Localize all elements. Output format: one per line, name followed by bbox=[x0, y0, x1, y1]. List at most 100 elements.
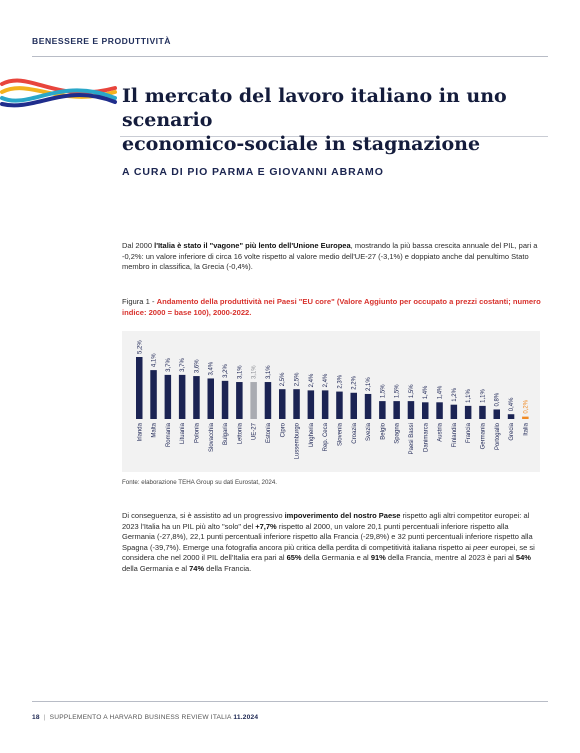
body-italic-1: peer bbox=[473, 542, 489, 552]
category-label-bulgaria: Bulgaria bbox=[223, 422, 229, 445]
intro-bold-1: l'Italia è stato il "vagone" più lento d… bbox=[154, 241, 351, 250]
category-label-germania: Germania bbox=[480, 422, 486, 449]
intro-paragraph: Dal 2000 l'Italia è stato il "vagone" pi… bbox=[122, 241, 540, 273]
footer-separator: | bbox=[43, 714, 46, 721]
body-text-7: della Germania e al bbox=[122, 563, 190, 573]
value-label-finlandia: 1,2% bbox=[452, 387, 458, 401]
category-label-svezia: Svezia bbox=[366, 422, 372, 441]
value-label-portogallo: 0,8% bbox=[495, 392, 501, 406]
page-number: 18 bbox=[32, 714, 40, 721]
article-title: Il mercato del lavoro italiano in uno sc… bbox=[122, 84, 562, 156]
bar-polonia bbox=[193, 376, 200, 419]
value-label-lettonia: 3,1% bbox=[237, 365, 243, 379]
productivity-bar-chart: 5,2% Irlanda 4,1% Malta 3,7% Romania 3,7% Litua… bbox=[122, 331, 540, 472]
category-label-estonia: Estonia bbox=[266, 422, 272, 443]
body-text-2: rispetto agli altri competitor europei: … bbox=[122, 511, 530, 531]
value-label-italia: 0,2% bbox=[523, 399, 529, 413]
value-label-estonia: 3,1% bbox=[266, 365, 272, 379]
chart-canvas: 5,2% Irlanda 4,1% Malta 3,7% Romania 3,7% Litua… bbox=[136, 340, 529, 459]
bar-slovenia bbox=[336, 391, 343, 419]
body-text-1: Di conseguenza, si è assistito ad un pro… bbox=[122, 511, 285, 520]
title-divider bbox=[120, 136, 548, 137]
category-label-lettonia: Lettonia bbox=[237, 422, 243, 444]
bar-portogallo bbox=[493, 409, 500, 419]
value-label-slovenia: 2,3% bbox=[337, 374, 343, 388]
bar-ungheria bbox=[307, 390, 315, 419]
body-text-6: della Francia, mentre al 2023 è pari al bbox=[385, 553, 516, 563]
category-label-lussemburgo: Lussemburgo bbox=[295, 422, 301, 459]
value-label-lussemburgo: 2,5% bbox=[295, 372, 301, 386]
category-label-irlanda: Irlanda bbox=[137, 422, 143, 441]
value-label-svezia: 2,1% bbox=[366, 377, 372, 391]
bar-spagna bbox=[393, 401, 400, 419]
bar-rep-ceca bbox=[321, 390, 329, 419]
value-label-francia: 1,1% bbox=[466, 389, 472, 403]
value-label-spagna: 1,5% bbox=[395, 384, 401, 398]
article-authors: A CURA DI PIO PARMA E GIOVANNI ABRAMO bbox=[122, 166, 384, 178]
body-text-5: della Germania e al bbox=[301, 553, 371, 563]
bar-germania bbox=[479, 405, 486, 419]
body-paragraph: Di conseguenza, si è assistito ad un pro… bbox=[122, 511, 542, 575]
value-label-irlanda: 5,2% bbox=[137, 340, 143, 354]
bar-finlandia bbox=[450, 404, 458, 419]
category-label-austria: Austria bbox=[438, 422, 444, 441]
value-label-austria: 1,4% bbox=[438, 385, 444, 399]
body-bold-4: 91% bbox=[370, 553, 386, 563]
bar-croazia bbox=[350, 392, 357, 419]
body-text-3: rispetto al 2000, un valore 20,1 punti p… bbox=[122, 521, 533, 552]
section-label: BENESSERE E PRODUTTIVITÀ bbox=[32, 36, 172, 46]
bar-ue-27 bbox=[250, 382, 257, 419]
body-bold-5: 54% bbox=[515, 553, 531, 563]
bar-svezia bbox=[364, 393, 372, 419]
value-label-rep-ceca: 2,4% bbox=[323, 373, 329, 387]
category-label-cipro: Cipro bbox=[280, 422, 286, 437]
value-label-romania: 3,7% bbox=[166, 358, 172, 372]
category-label-rep-ceca: Rep. Ceca bbox=[323, 422, 329, 451]
bar-malta bbox=[150, 370, 157, 419]
category-label-finlandia: Finlandia bbox=[452, 422, 458, 447]
intro-text-1: Dal 2000 bbox=[122, 241, 155, 250]
top-divider bbox=[32, 56, 548, 57]
intro-text-2: , mostrando la più bassa crescita annual… bbox=[122, 241, 538, 272]
category-label-lituania: Lituania bbox=[180, 422, 186, 444]
bar-belgio bbox=[379, 401, 386, 419]
bar-lettonia bbox=[236, 382, 243, 419]
value-label-malta: 4,1% bbox=[152, 353, 158, 367]
body-bold-3: 65% bbox=[286, 553, 302, 563]
body-text-4: europei, se si considera che nel 2000 il… bbox=[122, 542, 535, 563]
value-label-cipro: 2,5% bbox=[280, 372, 286, 386]
value-label-bulgaria: 3,2% bbox=[223, 364, 229, 378]
bar-lussemburgo bbox=[293, 389, 300, 419]
category-label-italia: Italia bbox=[523, 422, 529, 435]
body-text-8: della Francia. bbox=[204, 563, 252, 573]
issue-number: 11.2024 bbox=[233, 714, 259, 721]
category-label-slovacchia: Slovacchia bbox=[209, 422, 215, 452]
value-label-germania: 1,1% bbox=[480, 389, 486, 403]
bar-paesi-bassi bbox=[407, 401, 415, 419]
value-label-paesi-bassi: 1,5% bbox=[409, 384, 415, 398]
category-label-romania: Romania bbox=[166, 422, 172, 447]
category-label-portogallo: Portogallo bbox=[495, 422, 501, 450]
bar-austria bbox=[436, 402, 443, 419]
category-label-ue-27: UE-27 bbox=[252, 422, 258, 440]
bar-francia bbox=[464, 405, 472, 419]
figure-source: Fonte: elaborazione TEHA Group su dati E… bbox=[122, 479, 278, 486]
value-label-danimarca: 1,4% bbox=[423, 385, 429, 399]
bar-danimarca bbox=[422, 402, 429, 419]
value-label-lituania: 3,7% bbox=[180, 358, 186, 372]
category-label-malta: Malta bbox=[152, 422, 158, 437]
category-label-francia: Francia bbox=[466, 422, 472, 443]
category-label-slovenia: Slovenia bbox=[337, 422, 343, 446]
article-title-line-2: economico-sociale in stagnazione bbox=[122, 133, 481, 155]
value-label-polonia: 3,6% bbox=[194, 359, 200, 373]
bar-grecia bbox=[507, 414, 515, 419]
value-label-ue-27: 3,1% bbox=[252, 365, 258, 379]
page-footer: 18 | SUPPLEMENTO A HARVARD BUSINESS REVIEW… bbox=[32, 714, 258, 721]
article-title-line-1: Il mercato del lavoro italiano in uno sc… bbox=[122, 85, 507, 131]
bar-lituania bbox=[178, 374, 186, 419]
value-label-croazia: 2,2% bbox=[352, 375, 358, 389]
bottom-divider bbox=[32, 701, 548, 702]
body-bold-1: impoverimento del nostro Paese bbox=[284, 511, 401, 520]
publication-name: SUPPLEMENTO A HARVARD BUSINESS REVIEW IT… bbox=[49, 714, 232, 721]
category-label-danimarca: Danimarca bbox=[423, 422, 429, 452]
